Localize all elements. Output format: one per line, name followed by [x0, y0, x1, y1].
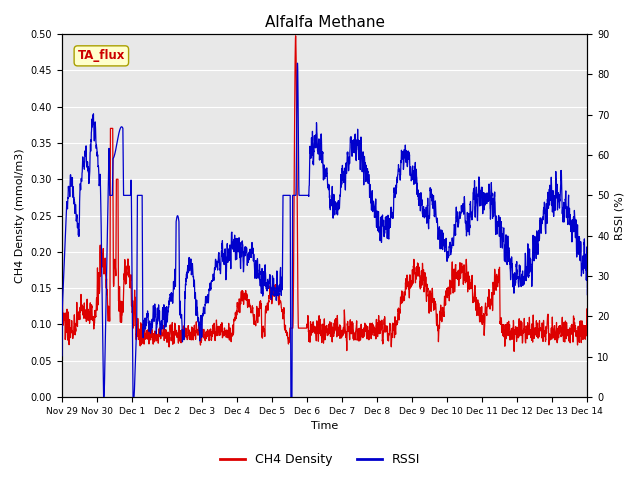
- Text: TA_flux: TA_flux: [77, 49, 125, 62]
- Legend: CH4 Density, RSSI: CH4 Density, RSSI: [214, 448, 426, 471]
- Title: Alfalfa Methane: Alfalfa Methane: [264, 15, 385, 30]
- X-axis label: Time: Time: [311, 421, 339, 432]
- Y-axis label: RSSI (%): RSSI (%): [615, 192, 625, 240]
- Y-axis label: CH4 Density (mmol/m3): CH4 Density (mmol/m3): [15, 148, 25, 283]
